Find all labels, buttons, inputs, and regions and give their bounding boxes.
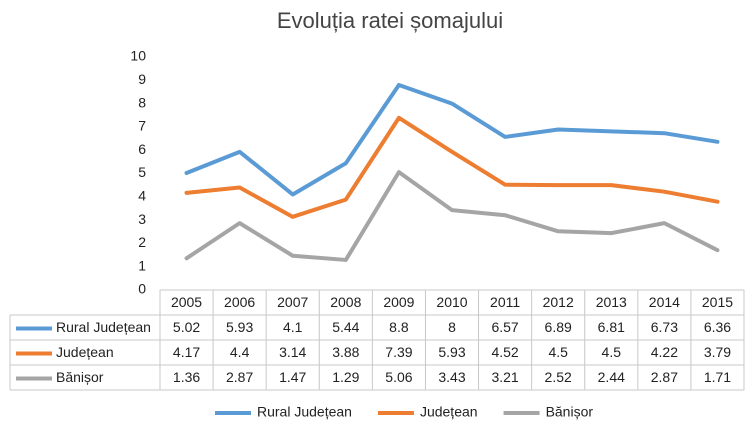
table-cell: 1.47: [279, 369, 306, 385]
table-cell: 8: [448, 319, 456, 335]
x-tick-label: 2010: [436, 294, 467, 310]
table-cell: 1.71: [704, 369, 731, 385]
x-tick-label: 2005: [171, 294, 202, 310]
legend-label: Bănișor: [546, 404, 594, 420]
table-cell: 3.88: [332, 344, 359, 360]
y-tick-label: 4: [138, 188, 146, 204]
y-tick-label: 3: [138, 211, 146, 227]
chart-title: Evoluția ratei șomajului: [277, 8, 503, 33]
table-cell: 4.52: [491, 344, 518, 360]
table-cell: 8.8: [389, 319, 409, 335]
table-cell: 6.36: [704, 319, 731, 335]
series-line: [184, 82, 720, 197]
y-tick-label: 0: [138, 281, 146, 297]
x-tick-label: 2006: [224, 294, 255, 310]
x-tick-label: 2008: [330, 294, 361, 310]
x-tick-label: 2015: [702, 294, 733, 310]
table-cell: 3.14: [279, 344, 306, 360]
table-cell: 6.57: [491, 319, 518, 335]
x-tick-label: 2009: [383, 294, 414, 310]
table-cell: 2.44: [598, 369, 625, 385]
series-line: [184, 115, 720, 219]
x-tick-label: 2012: [543, 294, 574, 310]
y-tick-label: 5: [138, 164, 146, 180]
table-row-label: Rural Județean: [56, 319, 151, 335]
table-cell: 2.87: [226, 369, 253, 385]
table-cell: 6.89: [545, 319, 572, 335]
table-cell: 3.43: [438, 369, 465, 385]
y-tick-label: 7: [138, 118, 146, 134]
table-cell: 4.5: [602, 344, 622, 360]
legend-label: Județean: [420, 404, 478, 420]
y-tick-label: 6: [138, 141, 146, 157]
table-cell: 3.21: [491, 369, 518, 385]
y-tick-label: 8: [138, 94, 146, 110]
table-cell: 4.22: [651, 344, 678, 360]
table-cell: 2.52: [545, 369, 572, 385]
table-cell: 3.79: [704, 344, 731, 360]
table-cell: 4.1: [283, 319, 303, 335]
table-cell: 4.17: [173, 344, 200, 360]
table-cell: 5.44: [332, 319, 359, 335]
table-cell: 5.93: [226, 319, 253, 335]
table-cell: 1.36: [173, 369, 200, 385]
y-tick-label: 10: [130, 48, 146, 64]
legend-label: Rural Județean: [257, 404, 352, 420]
table-row-label: Județean: [56, 344, 114, 360]
table-cell: 4.4: [230, 344, 250, 360]
table-cell: 1.29: [332, 369, 359, 385]
y-tick-label: 1: [138, 257, 146, 273]
table-cell: 5.02: [173, 319, 200, 335]
x-tick-label: 2011: [490, 294, 520, 310]
table-cell: 6.73: [651, 319, 678, 335]
table-cell: 4.5: [548, 344, 568, 360]
x-tick-label: 2013: [596, 294, 627, 310]
table-cell: 5.93: [438, 344, 465, 360]
table-cell: 5.06: [385, 369, 412, 385]
y-tick-label: 2: [138, 234, 146, 250]
x-tick-label: 2014: [649, 294, 680, 310]
table-cell: 2.87: [651, 369, 678, 385]
table-row-label: Bănișor: [56, 369, 104, 385]
table-cell: 7.39: [385, 344, 412, 360]
table-cell: 6.81: [598, 319, 625, 335]
y-tick-label: 9: [138, 71, 146, 87]
series-line: [184, 170, 720, 262]
x-tick-label: 2007: [277, 294, 308, 310]
